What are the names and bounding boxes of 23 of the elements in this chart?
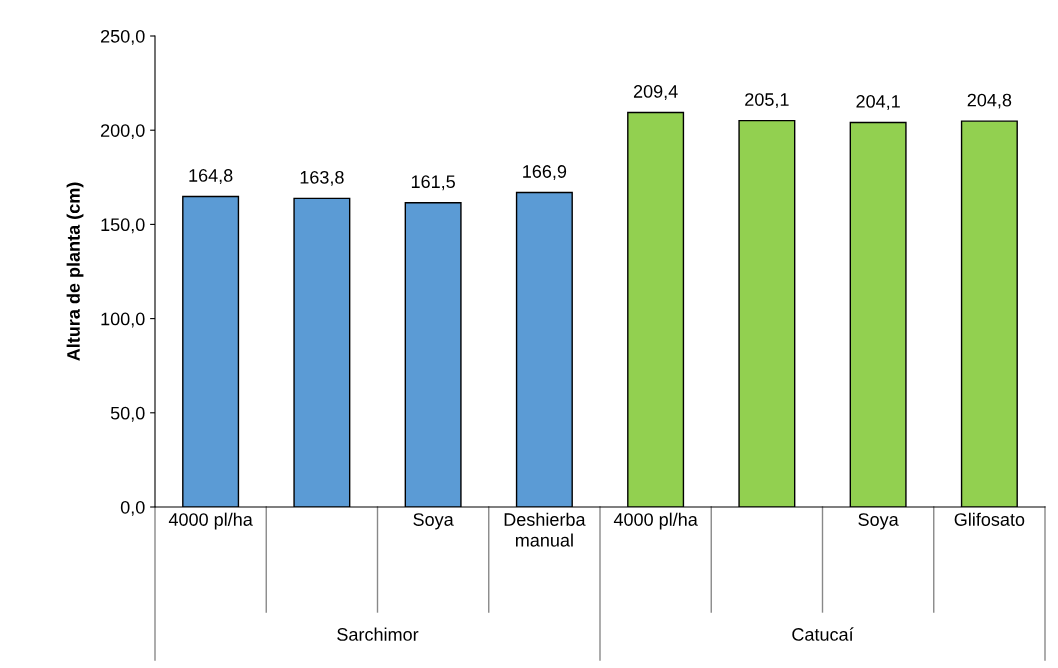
data-label: 205,1 bbox=[745, 93, 789, 109]
x-tick-label: Glifosato bbox=[954, 512, 1025, 526]
y-tick-label: 0,0 bbox=[120, 500, 145, 516]
x-tick-label: Soya bbox=[413, 513, 454, 530]
y-tick-label: 150,0 bbox=[101, 218, 145, 234]
text: Sarchimor bbox=[337, 627, 419, 641]
y-tick-label: 100,0 bbox=[101, 312, 145, 328]
y-tick-label: 50,0 bbox=[110, 406, 145, 422]
y-tick-label: 200,0 bbox=[101, 124, 145, 140]
x-tick-label: 4000 pl/ha bbox=[168, 512, 253, 530]
data-label: 161,5 bbox=[411, 175, 455, 191]
x-tick-label: 4000 pl/ha bbox=[613, 512, 698, 530]
data-label: 209,4 bbox=[633, 85, 678, 100]
x-tick-label: Deshierba manual bbox=[504, 512, 586, 547]
data-label: 164,8 bbox=[189, 169, 233, 184]
data-label: 204,8 bbox=[967, 93, 1012, 109]
x-tick-label: Soya bbox=[858, 513, 899, 530]
data-label: 204,1 bbox=[856, 95, 900, 110]
y-tick-label: 250,0 bbox=[101, 29, 145, 45]
text: Catucaí bbox=[792, 627, 854, 641]
data-label: 163,8 bbox=[300, 170, 344, 186]
y-axis-title: Altura de planta (cm) bbox=[66, 182, 84, 361]
data-label: 166,9 bbox=[523, 165, 567, 181]
